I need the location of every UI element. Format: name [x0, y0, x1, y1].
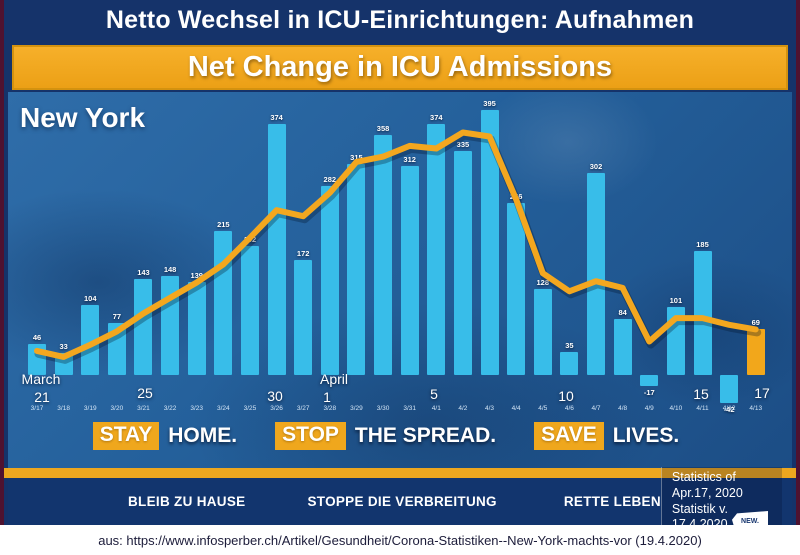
x-axis-tick-label: 3/29	[350, 405, 363, 412]
bar-value-label: -42	[723, 405, 735, 415]
overlay-date-label: March	[21, 371, 61, 387]
bar-value-label: 358	[376, 124, 390, 134]
x-axis-tick-label: 3/31	[403, 405, 416, 412]
x-axis-tick-label: 3/19	[83, 405, 97, 412]
slogan-rest: LIVES.	[612, 424, 680, 447]
page-title: Netto Wechsel in ICU-Einrichtungen: Aufn…	[105, 6, 695, 34]
x-axis-tick-label: 4/8	[618, 405, 628, 412]
bar	[640, 375, 659, 387]
x-axis-tick-label: 4/2	[458, 405, 468, 412]
slogan-row-en: STAY HOME. STOP THE SPREAD. SAVE LIVES.	[8, 422, 778, 450]
x-axis-tick-label: 3/22	[163, 405, 177, 412]
slogan-save-lives: SAVE LIVES.	[534, 422, 679, 450]
x-axis-tick-label: 4/3	[485, 405, 495, 412]
x-axis-tick-label: 3/18	[57, 405, 70, 412]
slogan-highlight: STAY	[92, 422, 160, 450]
x-axis-tick-label: 3/20	[110, 405, 124, 412]
x-axis-tick-label: 4/12	[722, 405, 736, 412]
x-axis-tick-label: 3/28	[323, 405, 337, 412]
x-axis-tick-label: 4/11	[696, 405, 709, 412]
region-label: New York	[20, 102, 146, 133]
slogan-de-rette: RETTE LEBEN	[563, 494, 661, 509]
x-axis-tick-label: 3/23	[190, 405, 204, 412]
ny-state-logo-text: NEW.	[741, 517, 759, 525]
bar-value-label: 374	[430, 113, 443, 123]
overlay-date-label: 15	[693, 386, 709, 402]
bar	[720, 375, 739, 404]
source-citation-text: aus: https://www.infosperber.ch/Artikel/…	[98, 532, 702, 548]
x-axis-tick-label: 4/7	[591, 405, 601, 412]
x-axis-tick-label: 4/10	[669, 405, 683, 412]
x-axis-tick-label: 3/21	[137, 405, 150, 412]
bar-value-label: 374	[270, 113, 283, 123]
bar-value-label: -17	[643, 388, 655, 398]
overlay-axis-labels: March 21 25 30 April 1 5 10 15 17	[8, 92, 792, 468]
x-axis-labels: 3/17 3/18 3/19 3/20 3/21 3/22 3/23 3/24 3/25 3/26…	[8, 92, 792, 468]
x-axis-tick-label: 4/1	[431, 405, 441, 412]
banner-title: Net Change in ICU Admissions	[187, 51, 613, 83]
overlay-date-label: 30	[267, 388, 283, 404]
overlay-date-label: 5	[430, 386, 438, 402]
slogan-highlight: SAVE	[534, 422, 604, 450]
x-axis-tick-label: 4/5	[538, 405, 548, 412]
source-citation: aus: https://www.infosperber.ch/Artikel/…	[0, 525, 800, 555]
x-axis-tick-label: 3/27	[296, 405, 310, 412]
ny-state-logo: NEW.	[732, 511, 768, 527]
overlay-date-label: April	[319, 371, 349, 387]
orange-divider	[4, 468, 796, 478]
x-axis-tick-label: 4/6	[564, 405, 574, 412]
bar-value-label: 395	[483, 99, 496, 109]
x-axis-tick-label: 3/30	[376, 405, 390, 412]
overlay-date-label: 10	[558, 388, 574, 404]
slogan-stop-spread: STOP THE SPREAD.	[275, 422, 496, 450]
slogan-de-bleib: BLEIB ZU HAUSE	[128, 494, 246, 509]
x-axis-tick-label: 3/24	[217, 405, 230, 412]
x-axis-tick-label: 4/4	[511, 405, 521, 412]
x-axis-tick-label: 4/13	[749, 405, 763, 412]
chart-banner: Net Change in ICU Admissions	[12, 45, 788, 90]
overlay-date-label: 17	[754, 385, 770, 401]
caption-strip-de: BLEIB ZU HAUSE STOPPE DIE VERBREITUNG RE…	[8, 467, 792, 536]
overlay-date-label: 1	[323, 389, 331, 405]
icu-admissions-chart: New York 46 33 104 77 143 148 139 215 192 374 172 2…	[8, 92, 792, 468]
overlay-date-label: 25	[137, 385, 153, 401]
slogan-highlight: STOP	[275, 422, 346, 450]
stats-line-en: Statistics of Apr.17, 2020	[671, 470, 743, 500]
slogan-rest: THE SPREAD.	[354, 424, 497, 447]
x-axis-tick-label: 3/26	[270, 405, 283, 412]
slogan-stay-home: STAY HOME.	[92, 422, 238, 450]
overlay-date-label: 21	[34, 389, 50, 405]
slogan-de-stoppe: STOPPE DIE VERBREITUNG	[307, 494, 497, 509]
x-axis-tick-label: 3/25	[243, 405, 257, 412]
x-axis-tick-label: 4/9	[644, 405, 654, 412]
x-axis-tick-label: 3/17	[30, 405, 44, 412]
video-still: Netto Wechsel in ICU-Einrichtungen: Aufn…	[0, 0, 800, 536]
slogan-rest: HOME.	[168, 424, 238, 447]
